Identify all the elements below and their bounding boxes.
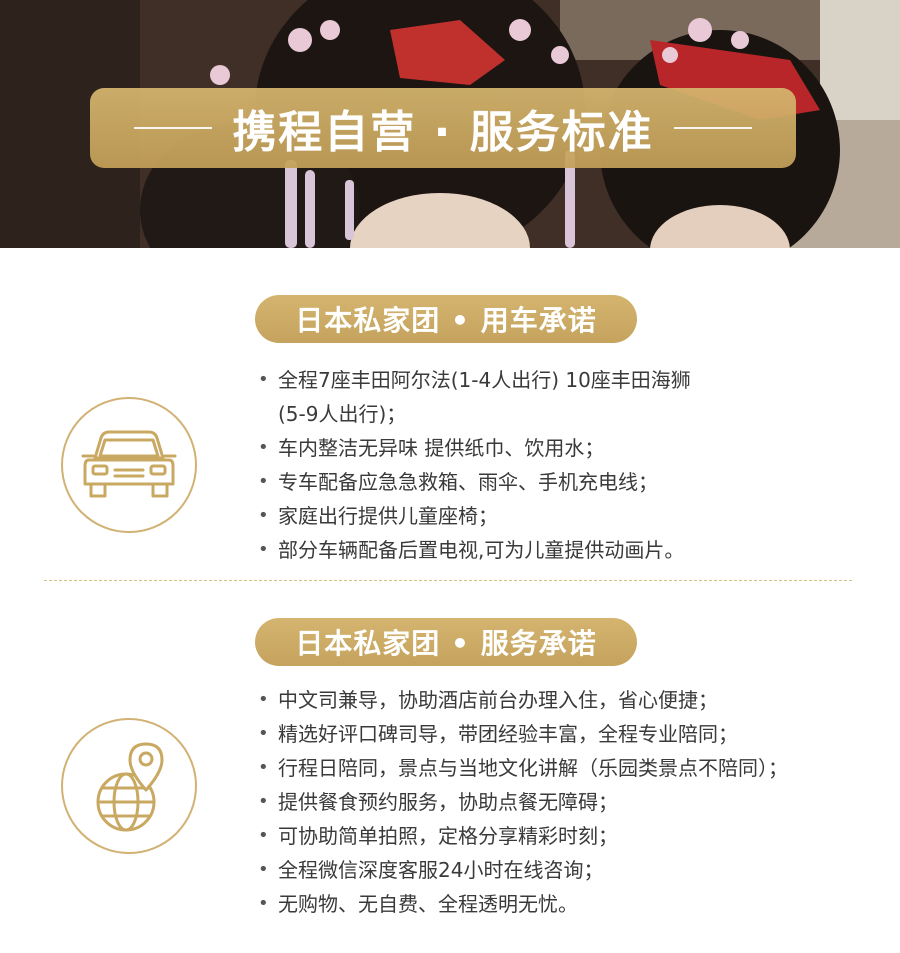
list-item-text: 车内整洁无异味 提供纸巾、饮用水； xyxy=(278,436,605,460)
list-item-text: 可协助简单拍照，定格分享精彩时刻； xyxy=(278,824,618,848)
section-heading: 日本私家团 • 用车承诺 xyxy=(255,295,637,343)
list-item-text: 无购物、无自费、全程透明无忧。 xyxy=(278,892,578,916)
list-item: 车内整洁无异味 提供纸巾、饮用水； xyxy=(256,431,896,465)
list-item-text: 家庭出行提供儿童座椅； xyxy=(278,504,498,528)
list-item: 全程微信深度客服24小时在线咨询； xyxy=(256,853,896,887)
list-item-text: 行程日陪同，景点与当地文化讲解（乐园类景点不陪同）； xyxy=(278,756,788,780)
title-left-rule xyxy=(134,127,213,129)
globe-location-icon xyxy=(96,742,164,832)
service-promise-list: 中文司兼导，协助酒店前台办理入住，省心便捷； 精选好评口碑司导，带团经验丰富，全… xyxy=(256,683,896,921)
list-item: 家庭出行提供儿童座椅； xyxy=(256,499,896,533)
list-item: 行程日陪同，景点与当地文化讲解（乐园类景点不陪同）； xyxy=(256,751,896,785)
hero-title-bar: 携程自营 · 服务标准 xyxy=(90,88,796,168)
list-item-text: 全程7座丰田阿尔法(1-4人出行) 10座丰田海狮 xyxy=(278,368,691,392)
list-item: 部分车辆配备后置电视,可为儿童提供动画片。 xyxy=(256,533,896,567)
hero-banner: 携程自营 · 服务标准 xyxy=(0,0,900,248)
list-item-text: 全程微信深度客服24小时在线咨询； xyxy=(278,858,604,882)
list-item-text: 专车配备应急急救箱、雨伞、手机充电线； xyxy=(278,470,658,494)
list-item-text-continued: (5-9人出行)； xyxy=(278,402,407,426)
list-item-text: 中文司兼导，协助酒店前台办理入住，省心便捷； xyxy=(278,688,718,712)
list-item: 专车配备应急急救箱、雨伞、手机充电线； xyxy=(256,465,896,499)
list-item: 中文司兼导，协助酒店前台办理入住，省心便捷； xyxy=(256,683,896,717)
list-item-text: 部分车辆配备后置电视,可为儿童提供动画片。 xyxy=(278,538,685,562)
section-heading: 日本私家团 • 服务承诺 xyxy=(255,618,637,666)
list-item-text: 精选好评口碑司导，带团经验丰富，全程专业陪同； xyxy=(278,722,738,746)
title-right-rule xyxy=(673,127,752,129)
list-item-text: 提供餐食预约服务，协助点餐无障碍； xyxy=(278,790,618,814)
hero-title: 携程自营 · 服务标准 xyxy=(232,107,654,158)
list-item: 无购物、无自费、全程透明无忧。 xyxy=(256,887,896,921)
section-divider xyxy=(44,580,852,581)
list-item: 可协助简单拍照，定格分享精彩时刻； xyxy=(256,819,896,853)
globe-icon-circle xyxy=(61,718,197,854)
vehicle-promise-list: 全程7座丰田阿尔法(1-4人出行) 10座丰田海狮 (5-9人出行)； 车内整洁… xyxy=(256,363,896,567)
list-item: 全程7座丰田阿尔法(1-4人出行) 10座丰田海狮 (5-9人出行)； xyxy=(256,363,896,431)
list-item: 提供餐食预约服务，协助点餐无障碍； xyxy=(256,785,896,819)
vehicle-promise-section: 日本私家团 • 用车承诺 全程7座丰田阿尔法(1-4人出行) 10座丰田海狮 (… xyxy=(0,248,900,580)
service-promise-section: 日本私家团 • 服务承诺 中文司兼导，协助酒店前台办理入住，省心便捷； 精选好评… xyxy=(0,582,900,953)
car-icon xyxy=(81,430,177,498)
car-icon-circle xyxy=(61,397,197,533)
list-item: 精选好评口碑司导，带团经验丰富，全程专业陪同； xyxy=(256,717,896,751)
